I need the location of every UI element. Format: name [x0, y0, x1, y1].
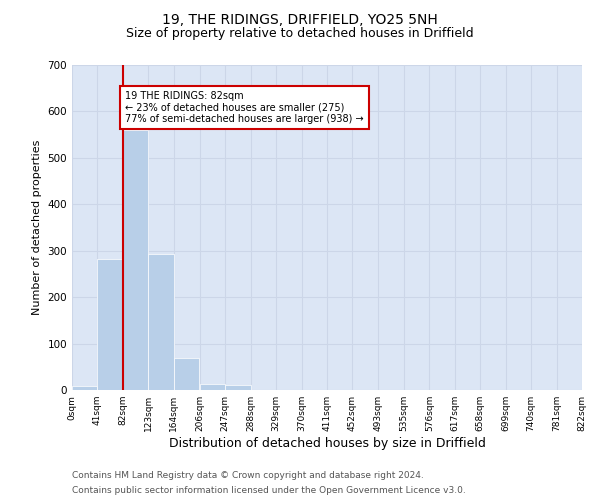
Bar — [225, 386, 251, 390]
Bar — [123, 130, 148, 390]
Bar — [148, 254, 174, 390]
Bar — [72, 386, 97, 390]
Y-axis label: Number of detached properties: Number of detached properties — [32, 140, 42, 315]
Text: 19, THE RIDINGS, DRIFFIELD, YO25 5NH: 19, THE RIDINGS, DRIFFIELD, YO25 5NH — [162, 12, 438, 26]
Text: Size of property relative to detached houses in Driffield: Size of property relative to detached ho… — [126, 28, 474, 40]
X-axis label: Distribution of detached houses by size in Driffield: Distribution of detached houses by size … — [169, 437, 485, 450]
Text: Contains public sector information licensed under the Open Government Licence v3: Contains public sector information licen… — [72, 486, 466, 495]
Bar — [97, 258, 123, 390]
Bar — [200, 384, 225, 390]
Bar — [174, 358, 199, 390]
Text: 19 THE RIDINGS: 82sqm
← 23% of detached houses are smaller (275)
77% of semi-det: 19 THE RIDINGS: 82sqm ← 23% of detached … — [125, 90, 364, 124]
Text: Contains HM Land Registry data © Crown copyright and database right 2024.: Contains HM Land Registry data © Crown c… — [72, 471, 424, 480]
